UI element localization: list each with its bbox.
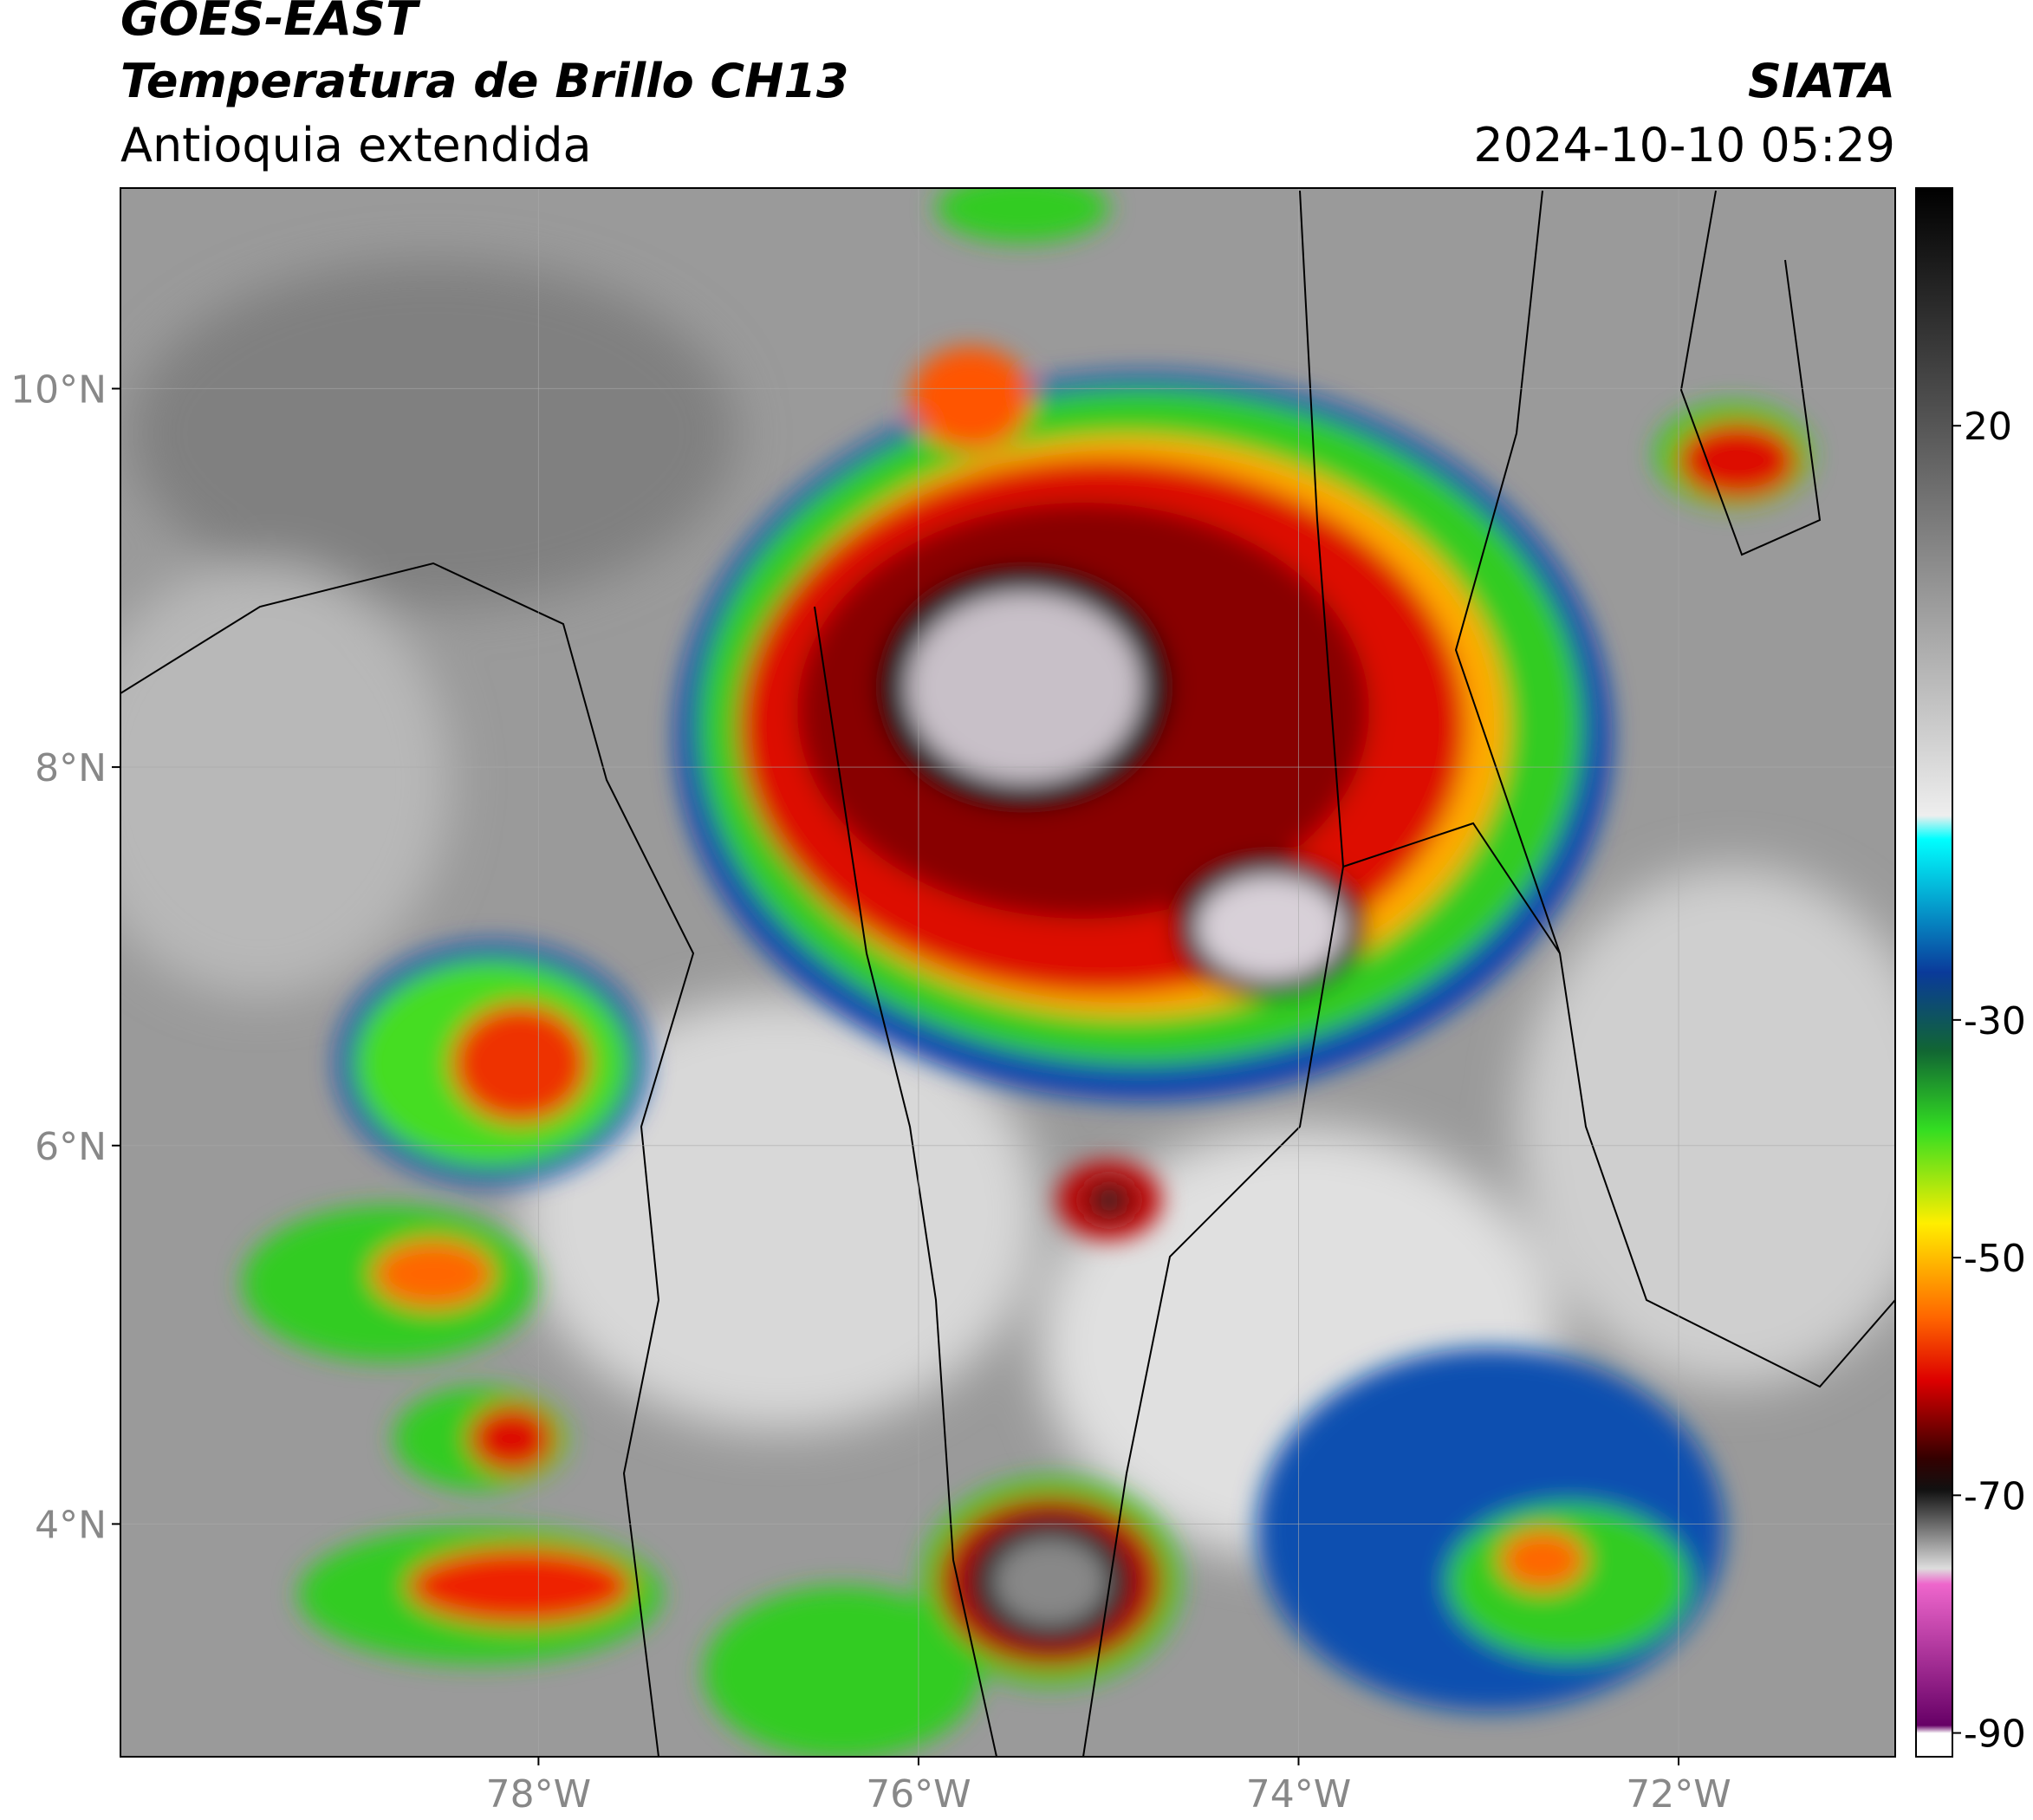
y-tick-label: 4°N <box>35 1503 107 1547</box>
x-tick-label: 72°W <box>1626 1772 1731 1817</box>
x-tick-label: 76°W <box>866 1772 971 1817</box>
title: GOES-EAST <box>120 0 421 46</box>
satellite-image <box>120 188 1895 1757</box>
x-tick-label: 74°W <box>1246 1772 1352 1817</box>
y-tick-label: 8°N <box>35 746 107 790</box>
colorbar <box>1915 187 1953 1758</box>
x-tick-label: 78°W <box>486 1772 592 1817</box>
colorbar-tick-label: -50 <box>1964 1237 2026 1281</box>
colorbar-tick-label: -70 <box>1964 1474 2026 1518</box>
title: Temperatura de Brillo CH13 <box>120 54 849 108</box>
source: SIATA <box>1748 54 1895 108</box>
y-tick-label: 6°N <box>35 1125 107 1169</box>
colorbar-tick-label: 20 <box>1964 405 2012 449</box>
map-frame <box>120 187 1896 1758</box>
colorbar-tick-label: -90 <box>1964 1713 2026 1757</box>
y-tick-label: 10°N <box>10 367 107 412</box>
graticule <box>120 188 1895 1757</box>
subtitle: Antioquia extendida <box>120 118 592 172</box>
timestamp: 2024-10-10 05:29 <box>1473 118 1895 172</box>
colorbar-tick-label: -30 <box>1964 999 2026 1043</box>
